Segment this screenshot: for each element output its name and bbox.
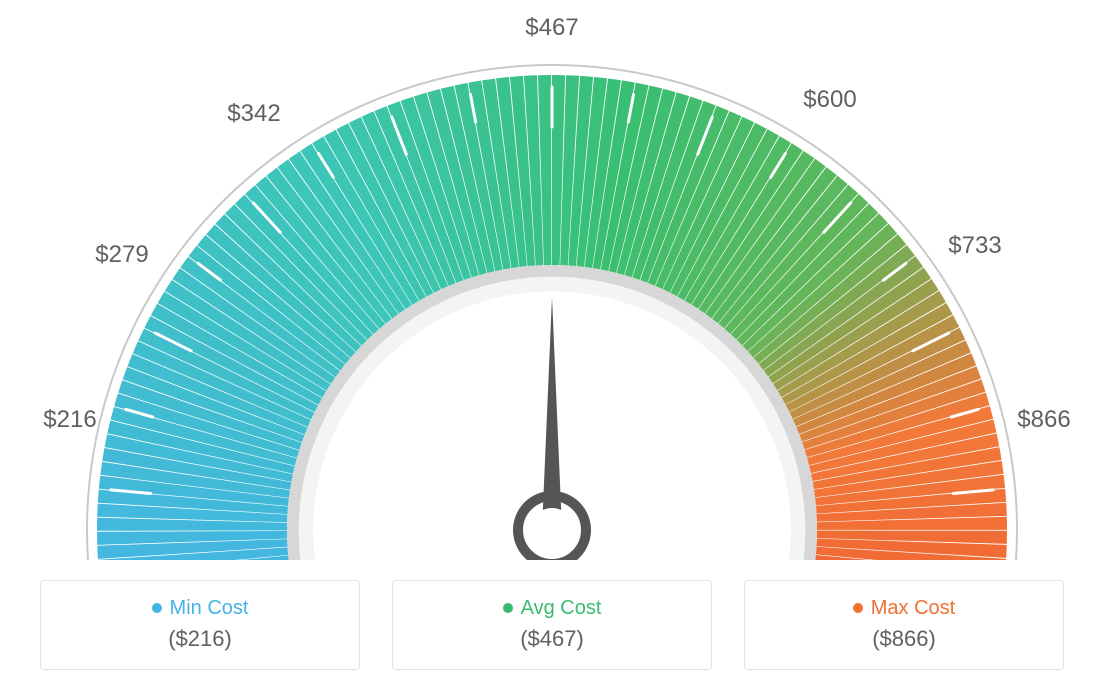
legend-row: Min Cost ($216) Avg Cost ($467) Max Cost…: [40, 580, 1064, 670]
gauge-tick-label: $342: [227, 100, 280, 128]
legend-top-min: Min Cost: [152, 597, 249, 620]
legend-dot-min: [152, 603, 162, 613]
gauge-tick-label: $866: [1017, 406, 1070, 434]
legend-card-max: Max Cost ($866): [744, 580, 1064, 670]
gauge-tick-label: $733: [948, 232, 1001, 260]
legend-value-min: ($216): [168, 626, 232, 652]
gauge-tick-label: $600: [803, 86, 856, 114]
legend-top-max: Max Cost: [853, 597, 955, 620]
legend-label-max: Max Cost: [871, 597, 955, 620]
legend-top-avg: Avg Cost: [503, 597, 602, 620]
legend-value-avg: ($467): [520, 626, 584, 652]
legend-card-min: Min Cost ($216): [40, 580, 360, 670]
legend-label-avg: Avg Cost: [521, 597, 602, 620]
legend-dot-avg: [503, 603, 513, 613]
gauge-svg: [0, 0, 1104, 560]
gauge-tick-label: $467: [525, 14, 578, 42]
gauge-tick-label: $279: [95, 241, 148, 269]
gauge-area: $216 $279 $342 $467 $600 $733 $866: [0, 0, 1104, 560]
legend-card-avg: Avg Cost ($467): [392, 580, 712, 670]
gauge-tick-label: $216: [43, 406, 96, 434]
legend-value-max: ($866): [872, 626, 936, 652]
legend-label-min: Min Cost: [170, 597, 249, 620]
gauge-chart-container: $216 $279 $342 $467 $600 $733 $866 Min Cost ($…: [0, 0, 1104, 690]
legend-dot-max: [853, 603, 863, 613]
